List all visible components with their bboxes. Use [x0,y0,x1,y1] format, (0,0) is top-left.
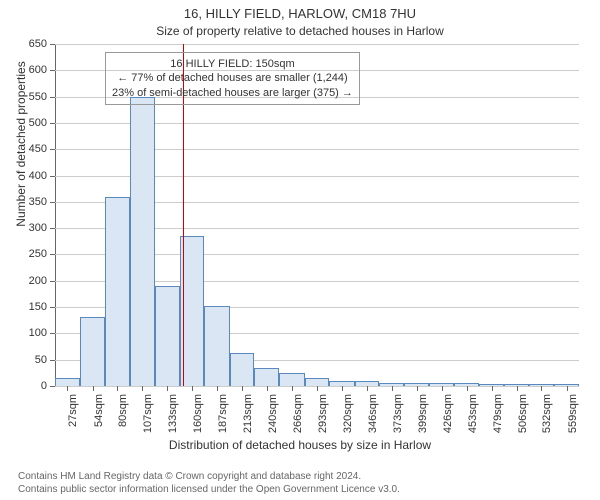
annotation-line3: 23% of semi-detached houses are larger (… [112,86,353,100]
y-tick-mark [50,254,55,255]
plot-area: 0501001502002503003504004505005506006502… [55,44,579,386]
x-tick-label: 133sqm [167,394,179,433]
x-tick-mark [342,386,343,391]
annotation-line1: 16 HILLY FIELD: 150sqm [112,57,353,71]
y-tick-mark [50,176,55,177]
y-tick-mark [50,333,55,334]
x-tick-label: 240sqm [267,394,279,433]
x-tick-label: 559sqm [567,394,579,433]
x-tick-label: 506sqm [517,394,529,433]
y-tick-label: 250 [29,248,47,260]
x-tick-mark [467,386,468,391]
x-tick-mark [367,386,368,391]
x-tick-mark [192,386,193,391]
x-tick-label: 399sqm [417,394,429,433]
x-tick-mark [67,386,68,391]
y-tick-label: 450 [29,143,47,155]
x-tick-mark [167,386,168,391]
y-tick-label: 550 [29,91,47,103]
y-tick-mark [50,307,55,308]
histogram-bar [230,353,254,386]
x-tick-label: 187sqm [217,394,229,433]
grid-line [55,44,579,45]
y-tick-label: 50 [35,354,47,366]
y-tick-mark [50,386,55,387]
x-tick-label: 107sqm [142,394,154,433]
histogram-bar [80,317,104,386]
y-tick-label: 650 [29,38,47,50]
y-tick-label: 400 [29,170,47,182]
x-tick-mark [292,386,293,391]
x-tick-label: 373sqm [392,394,404,433]
y-tick-mark [50,149,55,150]
y-axis-label: Number of detached properties [14,0,28,315]
y-tick-label: 350 [29,196,47,208]
x-tick-mark [567,386,568,391]
histogram-bar [305,378,329,386]
histogram-bar [279,373,304,386]
x-tick-label: 479sqm [492,394,504,433]
histogram-bar [55,378,80,386]
x-tick-mark [267,386,268,391]
histogram-bar [254,368,279,386]
chart-container: { "chart": { "type": "histogram", "title… [0,0,600,500]
histogram-bar [130,97,154,386]
y-tick-label: 500 [29,117,47,129]
x-tick-label: 54sqm [93,394,105,427]
histogram-bar [105,197,130,386]
y-tick-mark [50,281,55,282]
x-tick-mark [492,386,493,391]
histogram-bar [204,306,229,386]
x-tick-label: 532sqm [541,394,553,433]
x-tick-mark [317,386,318,391]
x-tick-mark [142,386,143,391]
x-tick-label: 80sqm [117,394,129,427]
x-tick-mark [541,386,542,391]
chart-title-subtitle: Size of property relative to detached ho… [0,24,600,38]
y-tick-mark [50,202,55,203]
y-tick-mark [50,70,55,71]
attribution: Contains HM Land Registry data © Crown c… [18,470,400,496]
y-tick-mark [50,228,55,229]
x-tick-mark [392,386,393,391]
y-tick-label: 300 [29,222,47,234]
x-tick-mark [217,386,218,391]
y-tick-label: 600 [29,64,47,76]
x-tick-label: 160sqm [192,394,204,433]
x-tick-label: 213sqm [242,394,254,433]
x-tick-mark [242,386,243,391]
x-tick-mark [442,386,443,391]
x-tick-mark [517,386,518,391]
y-tick-label: 150 [29,301,47,313]
x-tick-label: 266sqm [292,394,304,433]
x-tick-label: 27sqm [67,394,79,427]
y-tick-mark [50,360,55,361]
attribution-line2: Contains public sector information licen… [18,483,400,496]
y-tick-mark [50,97,55,98]
x-tick-label: 426sqm [442,394,454,433]
y-tick-label: 0 [41,380,47,392]
x-axis-label: Distribution of detached houses by size … [0,438,600,452]
x-tick-mark [417,386,418,391]
y-tick-mark [50,123,55,124]
chart-title-address: 16, HILLY FIELD, HARLOW, CM18 7HU [0,6,600,21]
y-axis-line [55,44,56,386]
annotation-line2: ← 77% of detached houses are smaller (1,… [112,71,353,85]
x-tick-mark [117,386,118,391]
x-tick-label: 293sqm [317,394,329,433]
x-tick-label: 320sqm [342,394,354,433]
x-tick-mark [93,386,94,391]
annotation-box: 16 HILLY FIELD: 150sqm ← 77% of detached… [105,52,360,105]
y-tick-label: 200 [29,275,47,287]
y-tick-label: 100 [29,327,47,339]
histogram-bar [155,286,180,386]
x-tick-label: 453sqm [467,394,479,433]
x-tick-label: 346sqm [367,394,379,433]
y-tick-mark [50,44,55,45]
attribution-line1: Contains HM Land Registry data © Crown c… [18,470,400,483]
